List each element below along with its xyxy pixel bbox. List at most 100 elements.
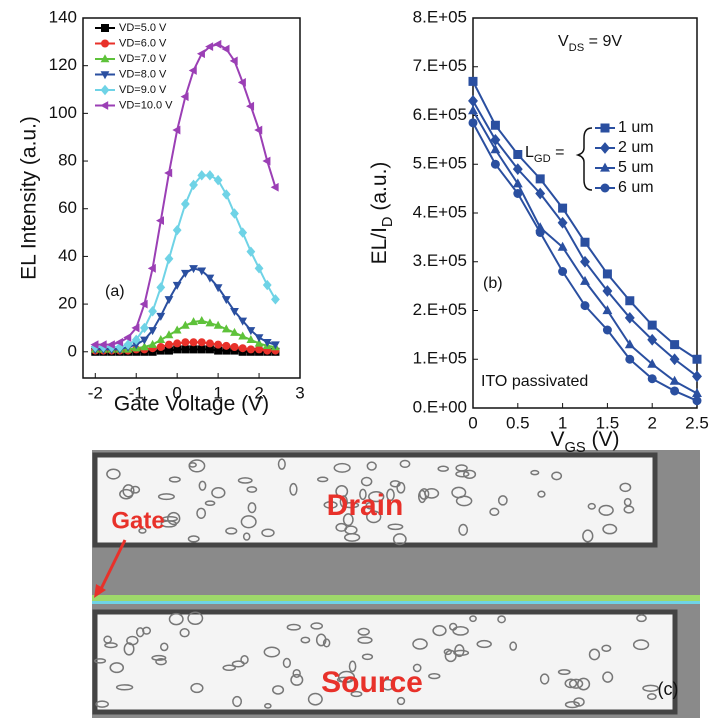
point (197, 345, 206, 354)
point (173, 345, 182, 354)
panel-label: (c) (658, 679, 679, 699)
point (580, 275, 590, 285)
point (197, 315, 207, 324)
point (246, 327, 256, 336)
grain (357, 627, 370, 636)
point (189, 345, 198, 354)
point (600, 142, 610, 154)
arrow (97, 539, 127, 594)
grain (359, 488, 367, 501)
grain (573, 697, 585, 707)
point (131, 323, 140, 333)
point (100, 84, 110, 96)
point (101, 24, 109, 32)
grain (316, 476, 329, 483)
point (123, 339, 133, 350)
point (221, 189, 231, 200)
point (468, 118, 478, 128)
x-tick-label: 0.5 (506, 413, 530, 432)
x-axis-label: Gate Voltage (V) (114, 393, 269, 416)
point (692, 387, 702, 397)
point (123, 333, 132, 342)
grain (155, 658, 167, 666)
point (580, 237, 590, 247)
point (238, 344, 247, 353)
grain (602, 671, 614, 683)
y-tick-label: 100 (49, 103, 77, 122)
grain (451, 486, 467, 499)
point (512, 178, 523, 188)
grain (232, 695, 243, 708)
panel-label: (b) (483, 275, 503, 292)
grain (497, 615, 506, 624)
grain (151, 654, 167, 661)
point (164, 340, 173, 349)
grain (168, 476, 181, 483)
grain (247, 502, 257, 514)
grain (399, 459, 411, 469)
plot-frame (82, 17, 301, 379)
point (148, 327, 158, 336)
grain (564, 678, 578, 689)
point (196, 49, 205, 59)
grain (396, 481, 406, 494)
grain (323, 501, 338, 509)
point (197, 170, 207, 181)
grain (551, 471, 563, 481)
point (647, 374, 657, 384)
x-axis-label-part: GS (564, 440, 585, 456)
grain (389, 480, 401, 488)
grain (497, 495, 508, 506)
grain (225, 527, 238, 535)
point (246, 335, 256, 344)
condition: VDS = 9V (558, 33, 622, 54)
point (238, 331, 248, 340)
point (270, 182, 279, 192)
grain (530, 469, 540, 476)
grain (476, 639, 492, 649)
point (255, 345, 264, 354)
grain (368, 490, 385, 503)
grain (261, 528, 275, 538)
point (221, 44, 230, 54)
grain (188, 462, 197, 468)
point (624, 311, 635, 324)
legend-label: VD=10.0 V (119, 99, 173, 111)
grain (343, 533, 361, 542)
point (100, 71, 110, 80)
grain (636, 614, 647, 623)
grain (623, 505, 635, 514)
point (221, 296, 231, 305)
point (197, 267, 207, 276)
y-tick-label: 140 (49, 7, 77, 26)
grain (237, 477, 253, 484)
point (602, 285, 613, 297)
legend-title-part: L (525, 144, 534, 161)
micrograph: Drain Gate Source (c) (72, 450, 700, 718)
point (230, 327, 239, 336)
point (262, 339, 272, 348)
point (600, 123, 610, 133)
x-tick-label: 0 (172, 383, 181, 402)
point (246, 246, 256, 257)
gate-label: Gate (111, 507, 164, 534)
point (164, 168, 173, 178)
condition-part: = 9V (584, 33, 622, 50)
grain (167, 511, 181, 526)
grain (412, 638, 428, 650)
source-pad (92, 609, 678, 715)
point (172, 125, 181, 135)
series-line (95, 267, 276, 351)
point (140, 322, 149, 334)
grain (187, 535, 200, 543)
point (580, 301, 590, 311)
grain (365, 502, 375, 510)
point (271, 341, 280, 350)
panel-label: (a) (105, 283, 125, 300)
grain (310, 622, 324, 630)
grain (204, 500, 216, 506)
source-label: Source (321, 666, 423, 699)
grain (126, 635, 139, 646)
point (156, 335, 166, 344)
